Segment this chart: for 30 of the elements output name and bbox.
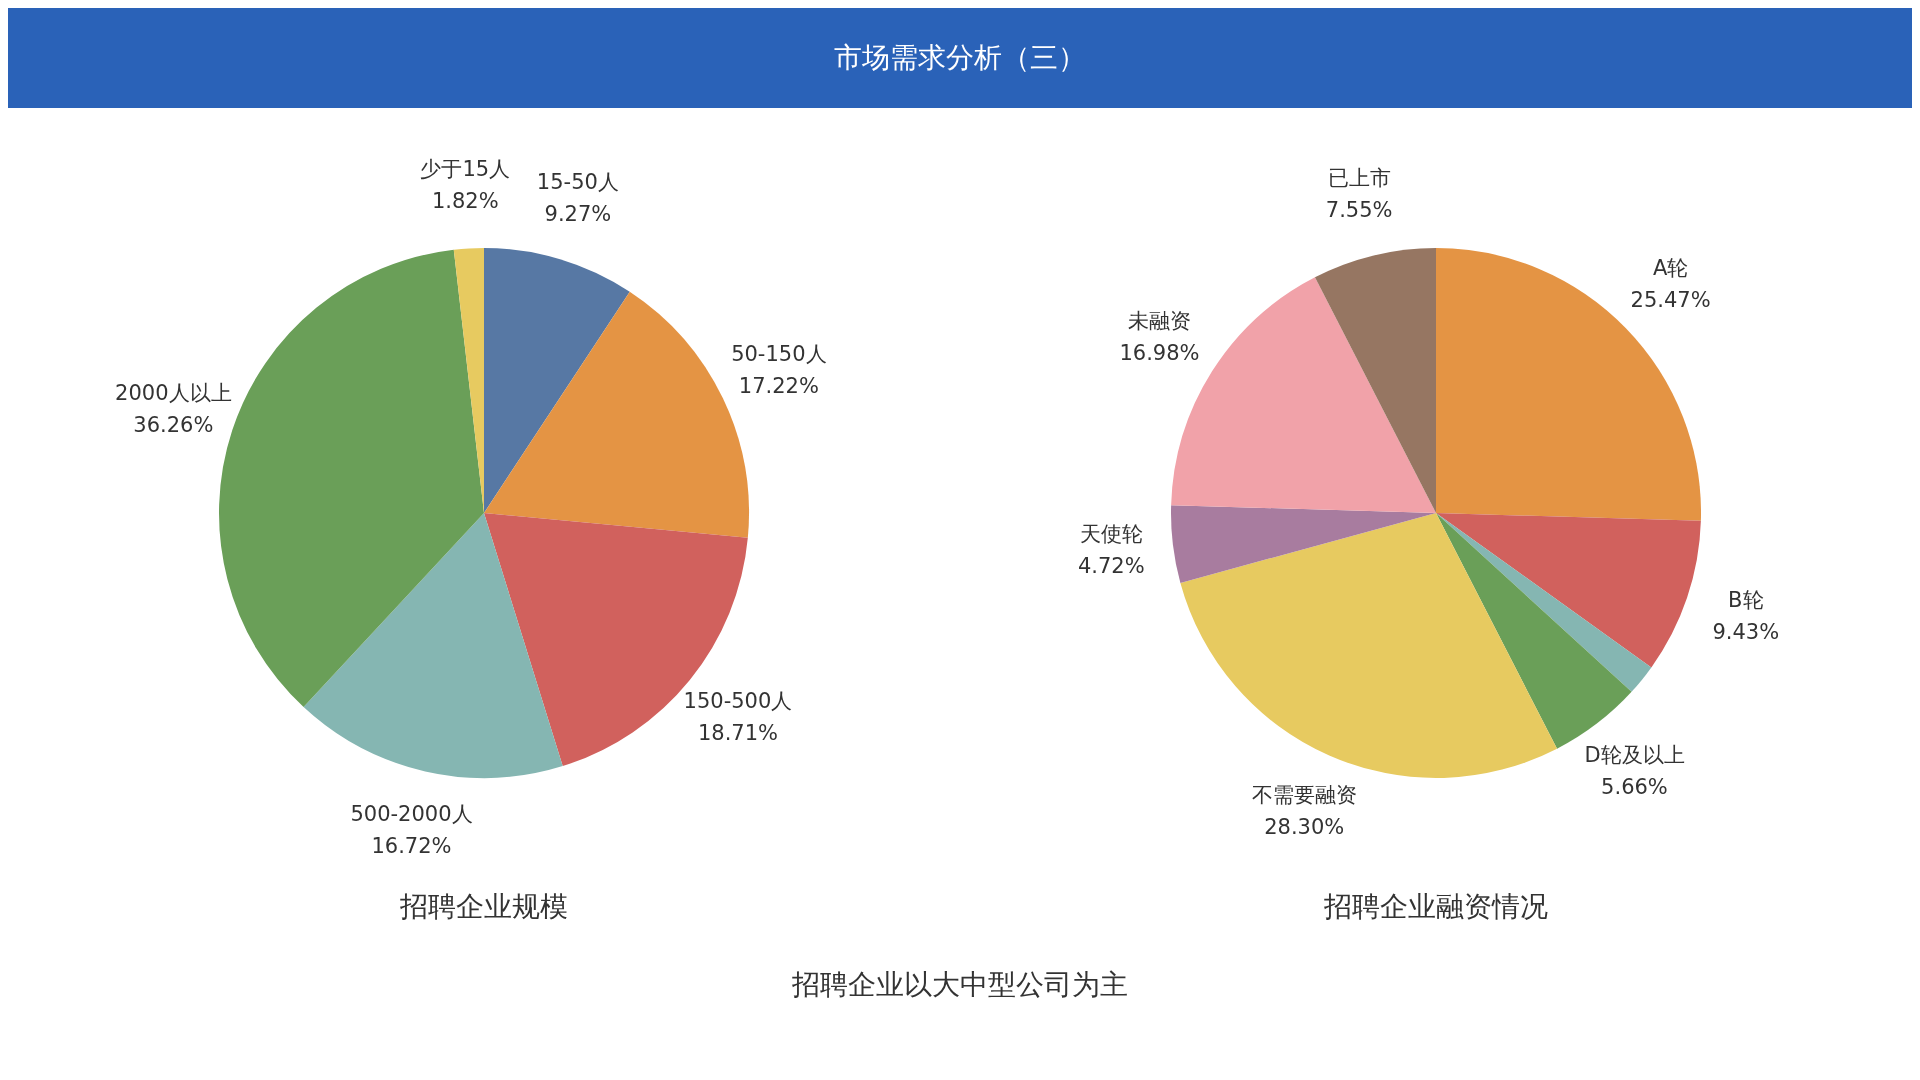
slice-label: 150-500人: [683, 689, 793, 714]
data-label: 17.22%: [738, 374, 819, 398]
data-label: 9.27%: [544, 202, 612, 227]
data-label: 9.43%: [1712, 620, 1780, 645]
slice-label: 天使轮: [1079, 522, 1143, 547]
data-label: 4.72%: [1077, 554, 1145, 579]
data-label: 7.55%: [1325, 197, 1393, 222]
slice-label: 50-150人: [731, 342, 827, 366]
slice-label: B轮: [1728, 588, 1764, 613]
slice-label: D轮及以上: [1584, 743, 1685, 768]
data-label: 36.26%: [133, 413, 214, 438]
slice-label: 15-50人: [536, 170, 619, 195]
slice-label: 500-2000人: [350, 802, 473, 827]
slice-label: A轮: [1652, 255, 1689, 280]
data-label: 18.71%: [697, 721, 779, 746]
data-label: 1.82%: [431, 188, 499, 213]
data-label: 16.72%: [371, 834, 452, 859]
data-label: 25.47%: [1630, 287, 1711, 312]
slice-label: 未融资: [1127, 308, 1191, 333]
slice-label: 不需要融资: [1251, 782, 1357, 807]
text: 市场需求分析（三）: [834, 40, 1086, 76]
data-label: 28.30%: [1264, 814, 1345, 839]
slice-label: 已上市: [1327, 165, 1391, 190]
text: 招聘企业融资情况: [1323, 889, 1549, 925]
slice-label: 少于15人: [420, 156, 511, 181]
slice-label: 2000人以上: [115, 381, 232, 406]
text: 招聘企业以大中型公司为主: [791, 967, 1129, 1003]
data-label: 5.66%: [1601, 775, 1668, 800]
text: 招聘企业规模: [399, 889, 569, 925]
data-label: 16.98%: [1119, 340, 1200, 365]
